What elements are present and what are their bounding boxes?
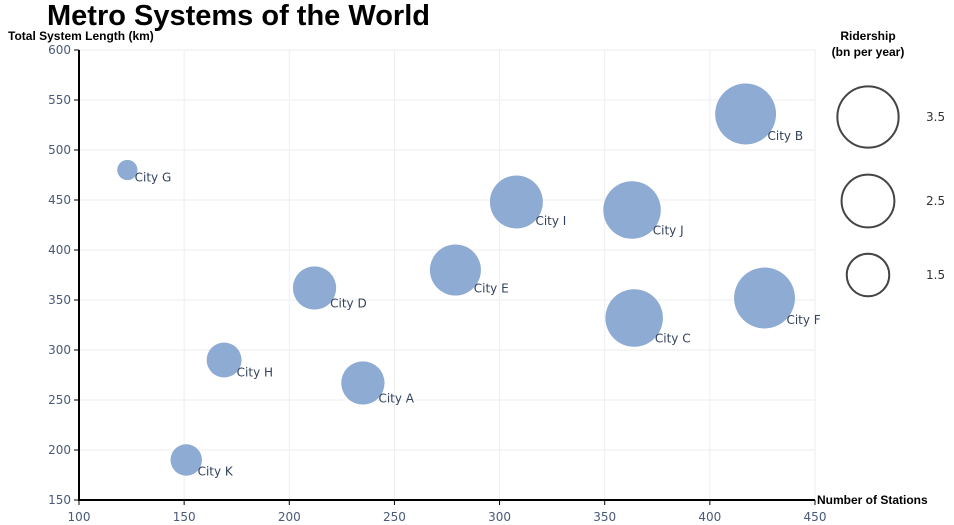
tick-labels: 100 150 200 250 300 350 400 450 150 200 250 300 350 4…	[48, 43, 826, 524]
legend-size-circle	[845, 252, 891, 298]
legend-size-label: 1.5	[926, 268, 945, 282]
bubble[interactable]	[734, 267, 795, 329]
x-tick-label: 100	[68, 510, 91, 524]
axes	[74, 49, 816, 505]
legend-title: Ridership	[840, 29, 895, 43]
bubble[interactable]	[429, 244, 481, 296]
x-tick-label: 200	[278, 510, 301, 524]
y-tick-label: 550	[48, 93, 71, 107]
grid-lines	[79, 49, 816, 500]
bubble-label: City K	[198, 464, 234, 478]
bubble[interactable]	[117, 159, 138, 181]
y-tick-label: 450	[48, 193, 71, 207]
y-tick-label: 350	[48, 293, 71, 307]
y-tick-label: 250	[48, 393, 71, 407]
bubble-label: City A	[378, 392, 414, 406]
bubble[interactable]	[341, 361, 385, 405]
bubble-label: City B	[768, 129, 804, 143]
bubble[interactable]	[489, 175, 543, 229]
bubble[interactable]	[603, 181, 661, 239]
bubble-label: City E	[474, 281, 509, 295]
legend-size-circle	[836, 85, 900, 149]
bubbles	[117, 83, 795, 476]
x-tick-label: 300	[488, 510, 511, 524]
x-tick-label: 250	[383, 510, 406, 524]
bubble[interactable]	[715, 83, 777, 145]
x-tick-label: 150	[173, 510, 196, 524]
x-tick-label: 400	[698, 510, 721, 524]
bubble-label: City G	[135, 170, 172, 184]
y-tick-label: 400	[48, 243, 71, 257]
legend-size-label: 3.5	[926, 110, 945, 124]
y-tick-label: 200	[48, 443, 71, 457]
bubble[interactable]	[605, 289, 663, 347]
legend-size-circle	[840, 173, 896, 229]
x-tick-label: 350	[593, 510, 616, 524]
size-legend: Ridership (bn per year) 3.5 2.5 1.5	[832, 29, 945, 298]
bubble-label: City I	[535, 214, 566, 228]
y-tick-label: 600	[48, 43, 71, 57]
bubble-label: City F	[786, 313, 820, 327]
bubble[interactable]	[170, 444, 202, 476]
y-tick-label: 300	[48, 343, 71, 357]
bubble-label: City H	[237, 366, 273, 380]
x-axis-title: Number of Stations	[817, 493, 928, 507]
x-tick-label: 450	[804, 510, 827, 524]
bubble[interactable]	[206, 342, 242, 378]
point-labels: City B City F City C City J City I City E City…	[135, 129, 821, 478]
chart-title: Metro Systems of the World	[47, 0, 430, 32]
bubble-label: City D	[330, 297, 367, 311]
y-tick-label: 150	[48, 493, 71, 507]
bubble-label: City C	[655, 332, 691, 346]
y-axis-title: Total System Length (km)	[8, 29, 154, 43]
legend-title: (bn per year)	[832, 45, 905, 59]
bubble[interactable]	[292, 266, 337, 310]
bubble-label: City J	[653, 224, 684, 238]
legend-size-label: 2.5	[926, 194, 945, 208]
y-tick-label: 500	[48, 143, 71, 157]
